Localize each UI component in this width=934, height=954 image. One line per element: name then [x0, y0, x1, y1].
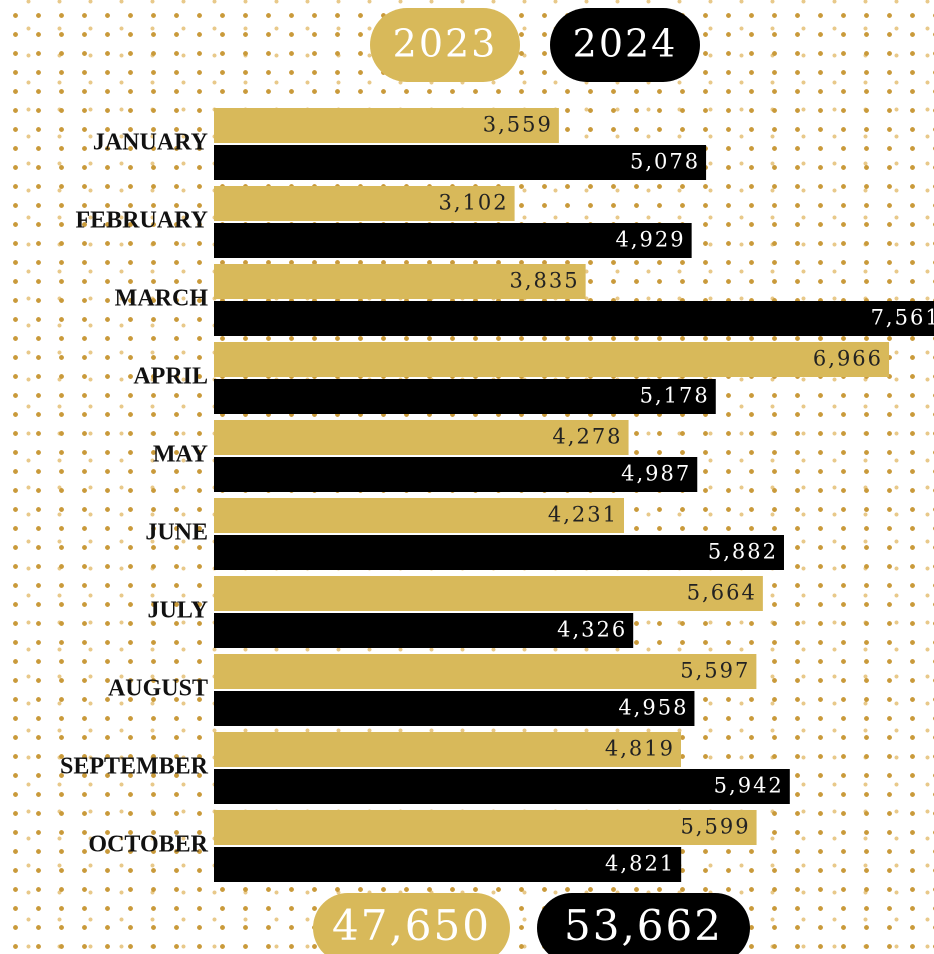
bar: [214, 301, 934, 336]
value-label: 5,664: [687, 581, 757, 605]
bar: [214, 576, 763, 611]
month-label: APRIL: [133, 364, 208, 390]
value-label: 3,102: [438, 191, 508, 215]
chart: 2023 47,650 2024 53,662 JANUARY 3,559 5,078 FEB…: [0, 0, 934, 954]
month-label: MARCH: [115, 286, 209, 312]
value-label: 3,559: [483, 113, 553, 137]
value-label: 5,599: [680, 815, 750, 839]
month-label: MAY: [153, 442, 208, 468]
value-label: 6,966: [813, 347, 883, 371]
value-label: 4,231: [548, 503, 618, 527]
value-label: 4,819: [605, 737, 675, 761]
value-label: 4,278: [552, 425, 622, 449]
legend-label: 2024: [573, 22, 678, 66]
bar: [214, 342, 889, 377]
bar: [214, 654, 756, 689]
value-label: 5,178: [640, 384, 710, 408]
month-label: FEBRUARY: [76, 208, 209, 234]
month-label: AUGUST: [108, 676, 208, 702]
value-label: 4,326: [557, 618, 627, 642]
value-label: 4,821: [605, 852, 675, 876]
bar: [214, 535, 784, 570]
value-label: 5,942: [714, 774, 784, 798]
value-label: 7,561: [871, 306, 934, 330]
total-label: 53,662: [564, 901, 723, 950]
bar: [214, 769, 790, 804]
month-label: JANUARY: [93, 130, 208, 156]
month-label: JULY: [148, 598, 208, 624]
value-label: 3,835: [510, 269, 580, 293]
value-label: 4,958: [618, 696, 688, 720]
total-label: 47,650: [332, 901, 491, 950]
value-label: 5,597: [680, 659, 750, 683]
value-label: 4,929: [616, 228, 686, 252]
page: {"chart_data": {"type": "bar", "orientat…: [0, 0, 934, 954]
month-label: SEPTEMBER: [60, 754, 209, 780]
month-label: OCTOBER: [88, 832, 208, 858]
legend-label: 2023: [393, 22, 498, 66]
bar: [214, 810, 757, 845]
value-label: 4,987: [621, 462, 691, 486]
value-label: 5,078: [630, 150, 700, 174]
value-label: 5,882: [708, 540, 778, 564]
month-label: JUNE: [145, 520, 208, 546]
